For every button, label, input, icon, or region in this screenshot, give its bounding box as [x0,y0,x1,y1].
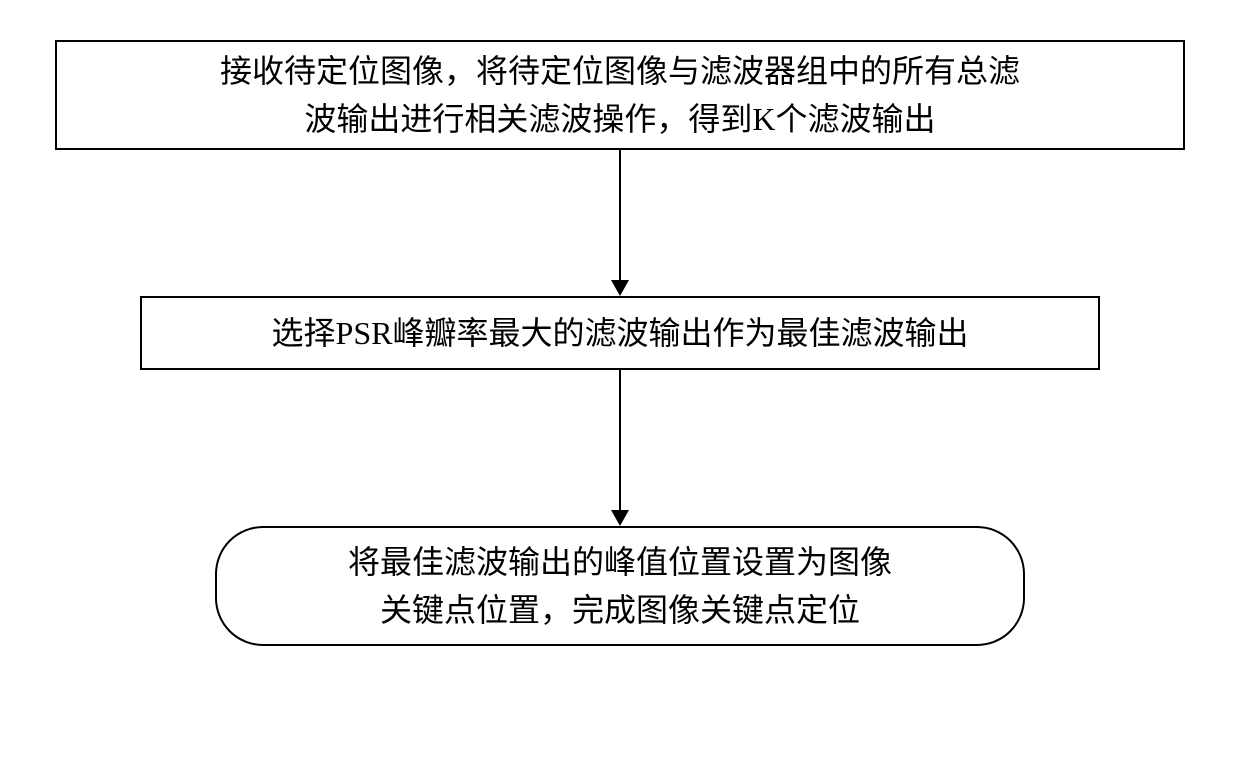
flow-step-1: 接收待定位图像，将待定位图像与滤波器组中的所有总滤 波输出进行相关滤波操作，得到… [55,40,1185,150]
arrow-1-head [611,280,629,296]
arrow-2 [611,370,629,526]
arrow-1-line [619,150,621,280]
flow-step-3: 将最佳滤波输出的峰值位置设置为图像 关键点位置，完成图像关键点定位 [215,526,1025,646]
step1-line1: 接收待定位图像，将待定位图像与滤波器组中的所有总滤 [220,47,1020,95]
step3-line1: 将最佳滤波输出的峰值位置设置为图像 [348,538,892,586]
arrow-1 [611,150,629,296]
step3-line2: 关键点位置，完成图像关键点定位 [348,586,892,634]
flow-step-2: 选择PSR峰瓣率最大的滤波输出作为最佳滤波输出 [140,296,1100,370]
arrow-2-line [619,370,621,510]
step1-line2: 波输出进行相关滤波操作，得到K个滤波输出 [220,95,1020,143]
arrow-2-head [611,510,629,526]
step2-text: 选择PSR峰瓣率最大的滤波输出作为最佳滤波输出 [272,309,969,357]
